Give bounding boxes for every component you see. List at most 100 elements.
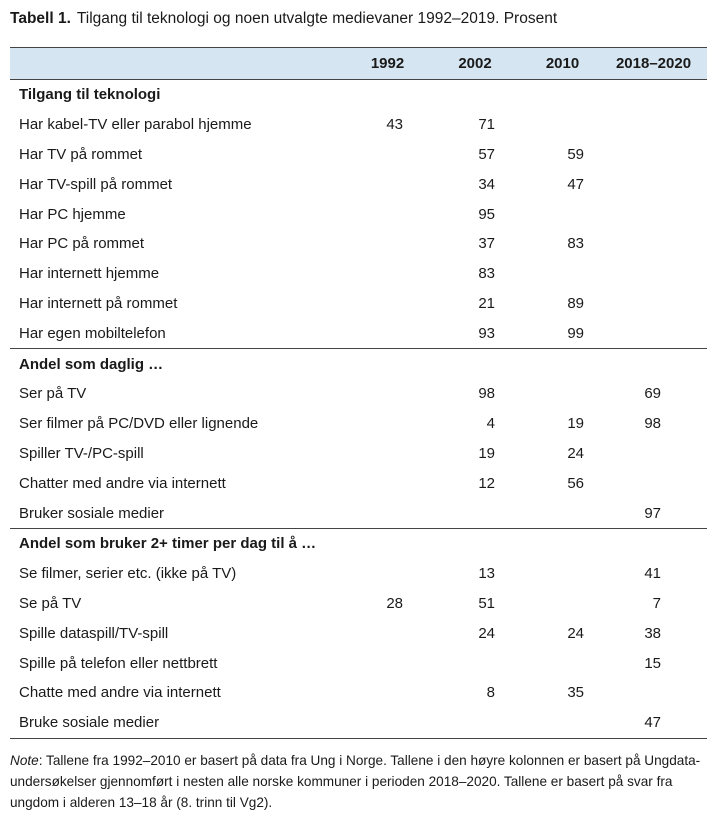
cell-1992: 28	[386, 594, 403, 612]
cell-2002: 98	[478, 385, 495, 403]
section-title: Andel som bruker 2+ timer per dag til å …	[10, 527, 707, 559]
row-label: Har PC på rommet	[19, 235, 145, 253]
cell-2018-2020	[600, 468, 707, 498]
cell-2018-2020: 97	[644, 504, 661, 522]
row-label: Ser filmer på PC/DVD eller lignende	[19, 415, 259, 433]
cell-2018-2020	[600, 229, 707, 259]
cell-1992	[350, 648, 425, 678]
cell-2018-2020	[600, 140, 707, 170]
section-title: Tilgang til teknologi	[19, 86, 161, 104]
cell-2018-2020	[600, 259, 707, 289]
table-row: Har internett på rommet 21 89	[10, 289, 707, 319]
header-2018-2020: 2018–2020	[600, 47, 707, 80]
cell-2018-2020	[600, 110, 707, 140]
cell-1992	[350, 259, 425, 289]
table-row: Chatte med andre via internett 8 35	[10, 678, 707, 708]
cell-2010	[525, 589, 600, 619]
cell-1992	[350, 229, 425, 259]
row-label: Chatte med andre via internett	[19, 684, 221, 702]
table-header-row: 1992 2002 2010 2018–2020	[10, 47, 707, 80]
cell-2010: 24	[567, 624, 584, 642]
cell-2002: 71	[478, 116, 495, 134]
row-label: Har kabel-TV eller parabol hjemme	[19, 116, 252, 134]
table-row: Har egen mobiltelefon 93 99	[10, 318, 707, 348]
table-row: Ser på TV 98 69	[10, 379, 707, 409]
note-text: : Tallene fra 1992–2010 er basert på dat…	[10, 753, 701, 810]
cell-2018-2020: 69	[644, 385, 661, 403]
row-label: Har TV på rommet	[19, 145, 143, 163]
cell-2002: 21	[478, 294, 495, 312]
table-caption-text: Tilgang til teknologi og noen utvalgte m…	[76, 10, 558, 27]
cell-2018-2020	[600, 199, 707, 229]
cell-2018-2020	[600, 169, 707, 199]
table-row: Bruke sosiale medier 47	[10, 707, 707, 739]
cell-2018-2020	[600, 439, 707, 469]
cell-2002: 12	[478, 474, 495, 492]
cell-2018-2020: 15	[644, 654, 661, 672]
cell-2002	[425, 648, 525, 678]
cell-2010: 47	[567, 175, 584, 193]
row-label: Chatter med andre via internett	[19, 474, 226, 492]
cell-1992	[350, 498, 425, 528]
cell-2002: 93	[478, 324, 495, 342]
cell-2018-2020: 38	[644, 624, 661, 642]
cell-1992	[350, 468, 425, 498]
section-header-row: Andel som bruker 2+ timer per dag til å …	[10, 527, 707, 559]
row-label: Spille på telefon eller nettbrett	[19, 654, 218, 672]
cell-1992	[350, 439, 425, 469]
cell-2002: 13	[478, 565, 495, 583]
cell-2010: 83	[567, 235, 584, 253]
header-2010: 2010	[525, 47, 600, 80]
note-label: Note	[10, 753, 39, 768]
cell-2010: 35	[567, 684, 584, 702]
cell-1992	[350, 318, 425, 348]
cell-2018-2020	[600, 318, 707, 348]
cell-2010	[525, 199, 600, 229]
cell-2002: 51	[478, 594, 495, 612]
cell-2002: 37	[478, 235, 495, 253]
row-label: Ser på TV	[19, 385, 87, 403]
cell-2018-2020	[600, 289, 707, 319]
cell-2018-2020: 7	[652, 594, 661, 612]
cell-2010	[525, 110, 600, 140]
table-row: Spiller TV-/PC-spill 19 24	[10, 439, 707, 469]
header-1992: 1992	[350, 47, 425, 80]
cell-1992	[350, 199, 425, 229]
row-label: Har TV-spill på rommet	[19, 175, 173, 193]
cell-2018-2020: 47	[600, 707, 707, 739]
cell-2010: 24	[567, 444, 584, 462]
table-row: Se filmer, serier etc. (ikke på TV) 13 41	[10, 559, 707, 589]
cell-2010: 89	[567, 294, 584, 312]
header-label-column	[10, 47, 350, 80]
cell-2018-2020	[600, 678, 707, 708]
cell-2010	[525, 379, 600, 409]
row-label: Spiller TV-/PC-spill	[19, 444, 144, 462]
cell-2010: 99	[567, 324, 584, 342]
cell-2002: 57	[478, 145, 495, 163]
table-row: Spille dataspill/TV-spill 24 24 38	[10, 618, 707, 648]
table-row: Har TV på rommet 57 59	[10, 140, 707, 170]
table-row: Har TV-spill på rommet 34 47	[10, 169, 707, 199]
cell-1992: 43	[386, 116, 403, 134]
cell-2002: 34	[478, 175, 495, 193]
cell-1992	[350, 140, 425, 170]
cell-2002: 95	[478, 205, 495, 223]
cell-2010: 59	[567, 145, 584, 163]
row-label: Bruker sosiale medier	[19, 504, 165, 522]
row-label: Bruke sosiale medier	[10, 707, 350, 739]
section-header-row: Tilgang til teknologi	[10, 80, 707, 110]
row-label: Har egen mobiltelefon	[19, 324, 166, 342]
header-2002: 2002	[425, 47, 525, 80]
table-row: Har PC hjemme 95	[10, 199, 707, 229]
cell-2002: 19	[478, 444, 495, 462]
cell-1992	[350, 618, 425, 648]
media-habits-table: 1992 2002 2010 2018–2020 Tilgang til tek…	[10, 47, 707, 739]
row-label: Har PC hjemme	[19, 205, 126, 223]
cell-1992	[350, 559, 425, 589]
cell-1992	[350, 289, 425, 319]
cell-2002: 24	[478, 624, 495, 642]
table-row: Har PC på rommet 37 83	[10, 229, 707, 259]
table-row: Spille på telefon eller nettbrett 15	[10, 648, 707, 678]
row-label: Se filmer, serier etc. (ikke på TV)	[19, 565, 237, 583]
